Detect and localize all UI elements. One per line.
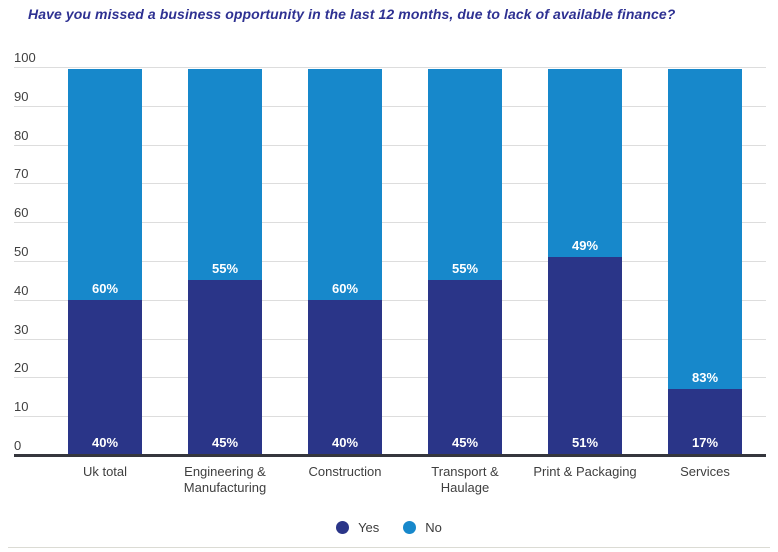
y-axis-tick-label: 70 xyxy=(14,166,29,181)
stacked-bar[interactable]: 49% 51% xyxy=(548,67,622,455)
y-axis-tick-label: 30 xyxy=(14,322,29,337)
x-axis-category-label: Construction xyxy=(308,464,382,479)
bar-segment-yes[interactable] xyxy=(428,280,502,455)
bar-segment-yes[interactable] xyxy=(68,299,142,455)
no-value-label: 83% xyxy=(691,370,719,386)
gridline xyxy=(14,377,766,378)
bar-segment-yes[interactable] xyxy=(668,389,742,455)
yes-value-label: 40% xyxy=(91,435,119,450)
no-value-label: 55% xyxy=(211,261,239,277)
legend: Yes No xyxy=(0,516,778,538)
legend-item-no[interactable]: No xyxy=(403,520,442,535)
bar-segment-no[interactable] xyxy=(188,69,262,281)
no-value-label: 60% xyxy=(331,280,359,296)
yes-value-label: 40% xyxy=(331,435,359,450)
yes-value-label: 51% xyxy=(571,435,599,450)
no-value-label: 49% xyxy=(571,238,599,254)
legend-label: No xyxy=(425,519,442,535)
no-value-label: 60% xyxy=(91,280,119,296)
gridline xyxy=(14,106,766,107)
bar-slot: 60% 40% Uk total xyxy=(45,67,165,479)
bars-row: 60% 40% Uk total 55% 45% Engineering & Manufa… xyxy=(45,67,765,495)
y-axis-tick-label: 10 xyxy=(14,399,29,414)
x-axis-line xyxy=(14,454,766,457)
legend-dot-icon xyxy=(403,520,417,534)
gridline xyxy=(14,261,766,262)
gridline xyxy=(14,145,766,146)
gridline xyxy=(14,222,766,223)
x-axis-category-label: Services xyxy=(680,464,730,479)
x-axis-category-label: Transport & Haulage xyxy=(431,464,499,495)
chart-title: Have you missed a business opportunity i… xyxy=(28,6,676,22)
bar-segment-yes[interactable] xyxy=(188,280,262,455)
x-axis-category-label: Engineering & Manufacturing xyxy=(183,464,267,495)
bar-segment-yes[interactable] xyxy=(308,299,382,455)
gridline xyxy=(14,300,766,301)
y-axis-tick-label: 60 xyxy=(14,205,29,220)
stacked-bar[interactable]: 55% 45% xyxy=(428,67,502,455)
legend-dot-icon xyxy=(336,520,350,534)
yes-value-label: 45% xyxy=(211,435,239,450)
y-axis-tick-label: 40 xyxy=(14,283,29,298)
bar-segment-no[interactable] xyxy=(68,69,142,300)
legend-item-yes[interactable]: Yes xyxy=(336,520,379,535)
legend-label: Yes xyxy=(358,519,380,535)
stacked-bar[interactable]: 60% 40% xyxy=(308,67,382,455)
no-value-label: 55% xyxy=(451,261,479,277)
bar-slot: 83% 17% Services xyxy=(645,67,765,479)
bar-segment-yes[interactable] xyxy=(548,257,622,455)
gridline xyxy=(14,416,766,417)
yes-value-label: 17% xyxy=(691,435,719,450)
y-axis-tick-label: 50 xyxy=(14,244,29,259)
gridline xyxy=(14,339,766,340)
bottom-divider xyxy=(8,547,770,548)
bar-segment-no[interactable] xyxy=(548,69,622,258)
gridline xyxy=(14,67,766,68)
gridline xyxy=(14,183,766,184)
stacked-bar[interactable]: 55% 45% xyxy=(188,67,262,455)
bar-slot: 55% 45% Engineering & Manufacturing xyxy=(165,67,285,495)
x-axis-category-label: Print & Packaging xyxy=(533,464,637,479)
y-axis-tick-label: 90 xyxy=(14,89,29,104)
bar-slot: 55% 45% Transport & Haulage xyxy=(405,67,525,495)
stacked-bar[interactable]: 60% 40% xyxy=(68,67,142,455)
bar-segment-no[interactable] xyxy=(308,69,382,300)
stacked-bar[interactable]: 83% 17% xyxy=(668,67,742,455)
x-axis-category-label: Uk total xyxy=(82,464,128,479)
y-axis-tick-label: 20 xyxy=(14,360,29,375)
bar-slot: 60% 40% Construction xyxy=(285,67,405,479)
y-axis-tick-label: 0 xyxy=(14,438,22,453)
bar-slot: 49% 51% Print & Packaging xyxy=(525,67,645,479)
yes-value-label: 45% xyxy=(451,435,479,450)
bar-segment-no[interactable] xyxy=(428,69,502,281)
y-axis-tick-label: 80 xyxy=(14,128,29,143)
bar-segment-no[interactable] xyxy=(668,69,742,390)
y-axis-tick-label: 100 xyxy=(14,50,36,65)
